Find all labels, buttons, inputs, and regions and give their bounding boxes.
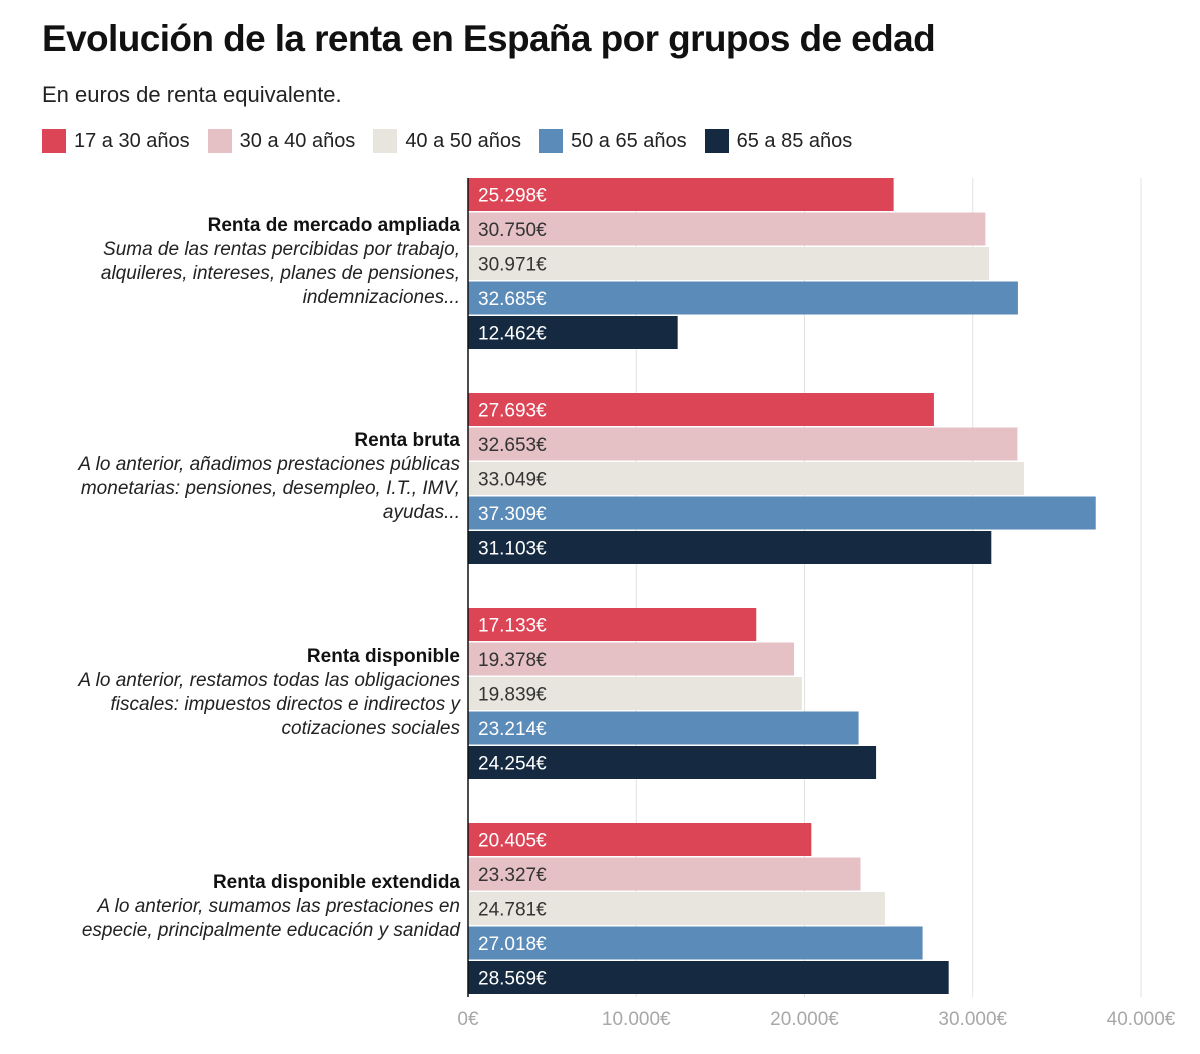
- category-description: fiscales: impuestos directos e indirecto…: [110, 694, 460, 715]
- legend-swatch: [704, 129, 729, 153]
- category-name: Renta disponible: [306, 646, 460, 667]
- bar: [468, 608, 757, 641]
- legend-item: 17 a 30 años: [42, 129, 190, 153]
- bar-value-label: 17.133€: [478, 616, 547, 637]
- bar-value-label: 19.839€: [478, 685, 547, 706]
- bar-value-label: 31.103€: [478, 539, 547, 560]
- bar: [468, 961, 949, 994]
- category-name: Renta de mercado ampliada: [207, 215, 460, 236]
- legend-swatch: [207, 129, 232, 153]
- bar: [468, 711, 859, 745]
- legend-item: 40 a 50 años: [373, 129, 521, 153]
- bar: [468, 857, 861, 891]
- category-description: ayudas...: [382, 502, 460, 523]
- bar: [468, 677, 802, 710]
- category-description: cotizaciones sociales: [281, 718, 460, 739]
- category-label: Renta de mercado ampliada Suma de las ren…: [20, 214, 460, 310]
- legend-item: 30 a 40 años: [207, 129, 356, 153]
- category-description: indemnizaciones...: [302, 287, 460, 308]
- category-description: A lo anterior, restamos todas las obliga…: [78, 670, 460, 691]
- bar: [468, 496, 1096, 530]
- category-description: A lo anterior, añadimos prestaciones púb…: [78, 454, 460, 475]
- bar: [468, 281, 1018, 315]
- category-description: especie, principalmente educación y sani…: [81, 920, 460, 941]
- legend-label: 17 a 30 años: [74, 129, 190, 152]
- bar: [468, 316, 678, 349]
- x-tick-label: 20.000€: [770, 1009, 839, 1030]
- bar-value-label: 33.049€: [478, 470, 547, 491]
- bar-value-label: 23.327€: [478, 865, 547, 886]
- bar: [468, 642, 795, 676]
- bar: [468, 393, 934, 426]
- bar: [468, 462, 1025, 495]
- bar-value-label: 27.018€: [478, 934, 547, 955]
- category-description: monetarias: pensiones, desempleo, I.T., …: [80, 478, 460, 499]
- legend-label: 30 a 40 años: [239, 129, 356, 152]
- bar-value-label: 37.309€: [478, 504, 547, 525]
- bar-value-label: 19.378€: [478, 650, 547, 671]
- category-label: Renta disponible extendida A lo anterior,…: [20, 871, 460, 943]
- x-tick-label: 40.000€: [1107, 1009, 1176, 1030]
- bar: [468, 746, 877, 779]
- bar-value-label: 23.214€: [478, 719, 547, 740]
- bar-value-label: 32.653€: [478, 435, 547, 456]
- bar-value-label: 24.254€: [478, 754, 547, 775]
- category-description: A lo anterior, sumamos las prestaciones …: [97, 896, 460, 917]
- bar-value-label: 32.685€: [478, 289, 547, 310]
- bar-value-label: 27.693€: [478, 401, 547, 422]
- bar: [468, 247, 990, 280]
- legend-swatch: [373, 129, 398, 153]
- bar: [468, 427, 1018, 461]
- bar-value-label: 28.569€: [478, 969, 547, 990]
- bar: [468, 823, 812, 856]
- legend-label: 40 a 50 años: [405, 129, 521, 152]
- bar: [468, 212, 986, 246]
- bar-value-label: 30.971€: [478, 255, 547, 276]
- category-name: Renta disponible extendida: [212, 872, 460, 893]
- legend-item: 65 a 85 años: [704, 129, 853, 153]
- legend-label: 65 a 85 años: [736, 129, 853, 152]
- legend-swatch: [538, 129, 563, 153]
- chart-title: Evolución de la renta en España por grup…: [42, 18, 936, 59]
- category-name: Renta bruta: [354, 430, 460, 451]
- bar-value-label: 20.405€: [478, 831, 547, 852]
- bar-value-label: 24.781€: [478, 900, 547, 921]
- legend-label: 50 a 65 años: [570, 129, 687, 152]
- x-tick-label: 30.000€: [938, 1009, 1007, 1030]
- bar-value-label: 25.298€: [478, 186, 547, 207]
- bar-value-label: 12.462€: [478, 324, 547, 345]
- category-label: Renta disponible A lo anterior, restamos …: [20, 645, 460, 741]
- legend-swatch: [42, 129, 66, 153]
- legend-item: 50 a 65 años: [538, 129, 687, 153]
- legend: 17 a 30 años 30 a 40 años 40 a 50 años 50 a…: [42, 129, 870, 153]
- category-label: Renta bruta A lo anterior, añadimos prest…: [20, 429, 460, 525]
- bar-value-label: 30.750€: [478, 220, 547, 241]
- x-tick-label: 0€: [457, 1009, 479, 1030]
- x-tick-label: 10.000€: [602, 1009, 671, 1030]
- bar: [468, 892, 885, 925]
- bar: [468, 178, 894, 211]
- category-description: alquileres, intereses, planes de pension…: [100, 263, 460, 284]
- category-description: Suma de las rentas percibidas por trabaj…: [103, 239, 460, 260]
- chart-subtitle: En euros de renta equivalente.: [42, 82, 342, 107]
- bar: [468, 926, 923, 960]
- bar: [468, 531, 992, 564]
